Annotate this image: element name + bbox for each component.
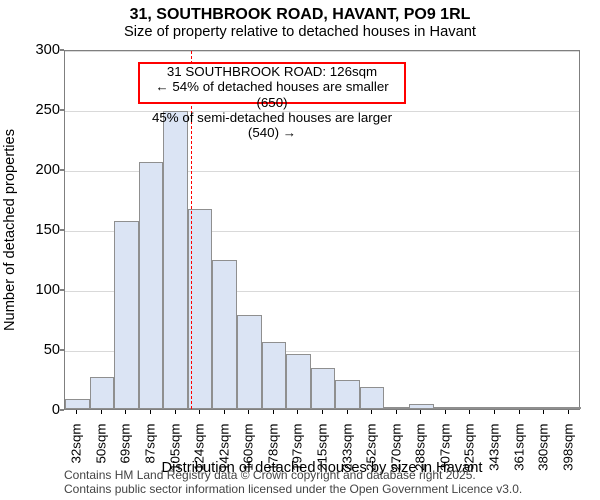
xtick-label: 50sqm: [93, 424, 108, 474]
histogram-bar: [163, 111, 188, 409]
ytick-mark: [60, 170, 64, 171]
xtick-mark: [224, 410, 225, 414]
page-subtitle: Size of property relative to detached ho…: [0, 24, 600, 40]
xtick-mark: [420, 410, 421, 414]
gridline: [65, 51, 579, 52]
xtick-label: 380sqm: [536, 424, 551, 474]
histogram-bar: [311, 368, 336, 409]
ytick-mark: [60, 410, 64, 411]
histogram-bar: [458, 407, 483, 409]
xtick-mark: [76, 410, 77, 414]
ytick-mark: [60, 350, 64, 351]
histogram-bar: [139, 162, 164, 409]
xtick-label: 197sqm: [290, 424, 305, 474]
histogram-bar: [65, 399, 90, 409]
xtick-mark: [248, 410, 249, 414]
page-title: 31, SOUTHBROOK ROAD, HAVANT, PO9 1RL: [0, 6, 600, 24]
histogram-bar: [360, 387, 385, 409]
xtick-mark: [347, 410, 348, 414]
xtick-mark: [199, 410, 200, 414]
annotation-line: ← 54% of detached houses are smaller (65…: [140, 79, 404, 110]
histogram-bar: [556, 407, 581, 409]
ytick-label: 300: [26, 42, 60, 58]
xtick-label: 105sqm: [167, 424, 182, 474]
xtick-label: 69sqm: [118, 424, 133, 474]
ytick-label: 150: [26, 222, 60, 238]
histogram-bar: [212, 260, 237, 409]
xtick-label: 160sqm: [241, 424, 256, 474]
xtick-label: 288sqm: [413, 424, 428, 474]
annotation-line: 45% of semi-detached houses are larger (…: [140, 110, 404, 141]
annotation-box: 31 SOUTHBROOK ROAD: 126sqm ← 54% of deta…: [138, 62, 406, 104]
xtick-mark: [445, 410, 446, 414]
xtick-mark: [494, 410, 495, 414]
histogram-bar: [532, 407, 557, 409]
xtick-label: 233sqm: [339, 424, 354, 474]
xtick-mark: [322, 410, 323, 414]
ytick-mark: [60, 290, 64, 291]
histogram-bar: [237, 315, 262, 409]
xtick-mark: [101, 410, 102, 414]
y-axis-label: Number of detached properties: [0, 50, 20, 410]
xtick-label: 343sqm: [487, 424, 502, 474]
chart-container: 31, SOUTHBROOK ROAD, HAVANT, PO9 1RL Siz…: [0, 0, 600, 500]
xtick-label: 325sqm: [462, 424, 477, 474]
annotation-line: 31 SOUTHBROOK ROAD: 126sqm: [140, 64, 404, 79]
histogram-bar: [90, 377, 115, 409]
ytick-mark: [60, 110, 64, 111]
xtick-label: 142sqm: [216, 424, 231, 474]
histogram-bar: [286, 354, 311, 409]
xtick-label: 270sqm: [388, 424, 403, 474]
histogram-bar: [384, 407, 409, 409]
xtick-mark: [297, 410, 298, 414]
xtick-mark: [469, 410, 470, 414]
ytick-label: 250: [26, 102, 60, 118]
histogram-bar: [483, 407, 508, 409]
xtick-label: 124sqm: [192, 424, 207, 474]
ytick-label: 50: [26, 342, 60, 358]
xtick-mark: [519, 410, 520, 414]
ytick-mark: [60, 50, 64, 51]
ytick-mark: [60, 230, 64, 231]
footer-line: Contains public sector information licen…: [64, 483, 522, 497]
xtick-mark: [175, 410, 176, 414]
xtick-label: 215sqm: [315, 424, 330, 474]
xtick-mark: [150, 410, 151, 414]
xtick-mark: [568, 410, 569, 414]
ytick-label: 200: [26, 162, 60, 178]
histogram-bar: [114, 221, 139, 409]
xtick-mark: [396, 410, 397, 414]
xtick-label: 398sqm: [560, 424, 575, 474]
footer-text: Contains HM Land Registry data © Crown c…: [64, 469, 522, 497]
xtick-label: 32sqm: [69, 424, 84, 474]
xtick-label: 307sqm: [437, 424, 452, 474]
ytick-label: 0: [26, 402, 60, 418]
xtick-label: 361sqm: [511, 424, 526, 474]
xtick-mark: [273, 410, 274, 414]
xtick-label: 178sqm: [265, 424, 280, 474]
histogram-bar: [409, 404, 434, 409]
xtick-mark: [543, 410, 544, 414]
histogram-bar: [262, 342, 287, 409]
histogram-bar: [434, 407, 459, 409]
xtick-label: 252sqm: [364, 424, 379, 474]
histogram-bar: [507, 407, 532, 409]
ytick-label: 100: [26, 282, 60, 298]
xtick-mark: [371, 410, 372, 414]
xtick-mark: [125, 410, 126, 414]
xtick-label: 87sqm: [143, 424, 158, 474]
histogram-bar: [335, 380, 360, 409]
